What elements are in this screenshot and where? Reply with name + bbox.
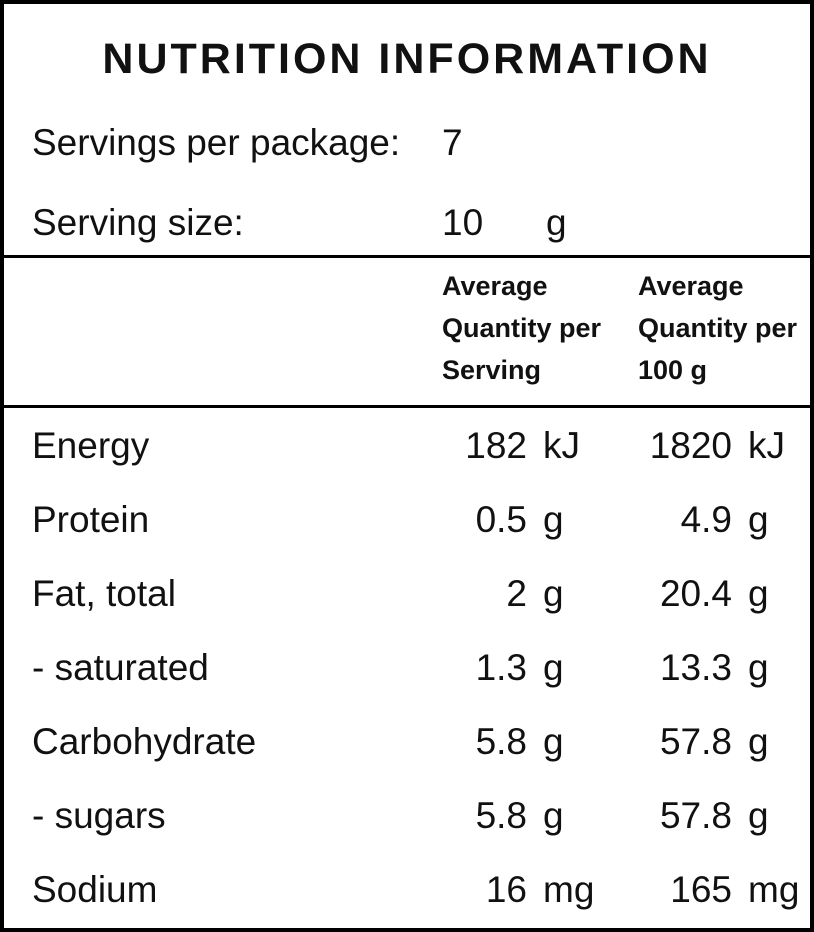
- nutrient-name: Fat, total: [32, 572, 176, 614]
- per-serving-value: 0.5: [475, 498, 527, 540]
- per-100g-value: 4.9: [680, 498, 732, 540]
- table-row-fat-total: Fat, total 2 g 20.4 g: [4, 556, 810, 630]
- per-serving-unit: g: [543, 572, 564, 614]
- per-100g-value: 57.8: [659, 794, 732, 836]
- per-100g-header-line3: 100 g: [638, 355, 708, 385]
- per-serving-unit: g: [543, 498, 564, 540]
- per-serving-header-line3: Serving: [442, 355, 542, 385]
- table-row-sugars: - sugars 5.8 g 57.8 g: [4, 778, 810, 852]
- per-serving-value: 2: [506, 572, 527, 614]
- divider-header: [4, 405, 810, 408]
- per-serving-value: 16: [485, 868, 527, 910]
- per-100g-value: 13.3: [659, 646, 732, 688]
- per-serving-value: 182: [465, 424, 527, 466]
- per-100g-unit: g: [748, 498, 769, 540]
- per-100g-value: 165: [670, 868, 732, 910]
- per-serving-unit: mg: [543, 868, 595, 910]
- per-serving-unit: kJ: [543, 424, 580, 466]
- column-header-spacer: [32, 265, 442, 391]
- per-100g-unit: g: [748, 646, 769, 688]
- nutrient-name: - sugars: [32, 794, 166, 836]
- table-row-saturated-fat: - saturated 1.3 g 13.3 g: [4, 630, 810, 704]
- per-serving-unit: g: [543, 720, 564, 762]
- per-serving-unit: g: [543, 794, 564, 836]
- column-header-per-serving: Average Quantity per Serving: [442, 265, 638, 391]
- per-100g-value: 20.4: [659, 572, 732, 614]
- divider-top: [4, 255, 810, 258]
- nutrient-name: Energy: [32, 424, 150, 466]
- per-100g-header-line2: Quantity per: [638, 313, 798, 343]
- per-100g-unit: g: [748, 720, 769, 762]
- per-serving-header-line2: Quantity per: [442, 313, 602, 343]
- table-row-carbohydrate: Carbohydrate 5.8 g 57.8 g: [4, 704, 810, 778]
- column-header-row: Average Quantity per Serving Average Qua…: [4, 265, 810, 391]
- servings-per-package-label: Servings per package:: [32, 122, 401, 163]
- nutrient-table: Energy 182 kJ 1820 kJ Protein 0.5 g 4.9 …: [4, 408, 810, 926]
- serving-size-row: Serving size: 10 g: [4, 204, 810, 241]
- servings-per-package-row: Servings per package: 7: [4, 124, 810, 161]
- per-100g-unit: kJ: [748, 424, 785, 466]
- table-row-sodium: Sodium 16 mg 165 mg: [4, 852, 810, 926]
- per-100g-header-line1: Average: [638, 271, 744, 301]
- panel-title: NUTRITION INFORMATION: [102, 35, 712, 83]
- serving-size-unit: g: [546, 202, 567, 243]
- per-100g-unit: g: [748, 572, 769, 614]
- per-100g-value: 57.8: [659, 720, 732, 762]
- servings-per-package-value: 7: [442, 122, 463, 163]
- per-serving-value: 1.3: [475, 646, 527, 688]
- per-serving-value: 5.8: [475, 720, 527, 762]
- per-100g-value: 1820: [649, 424, 732, 466]
- per-100g-unit: g: [748, 794, 769, 836]
- per-100g-unit: mg: [748, 868, 800, 910]
- nutrient-name: - saturated: [32, 646, 209, 688]
- table-row-energy: Energy 182 kJ 1820 kJ: [4, 408, 810, 482]
- nutrient-name: Sodium: [32, 868, 158, 910]
- serving-size-value: 10: [442, 202, 484, 243]
- column-header-per-100g: Average Quantity per 100 g: [638, 265, 806, 391]
- per-serving-header-line1: Average: [442, 271, 548, 301]
- nutrient-name: Protein: [32, 498, 150, 540]
- serving-size-label: Serving size:: [32, 202, 244, 243]
- per-serving-value: 5.8: [475, 794, 527, 836]
- nutrient-name: Carbohydrate: [32, 720, 257, 762]
- per-serving-unit: g: [543, 646, 564, 688]
- table-row-protein: Protein 0.5 g 4.9 g: [4, 482, 810, 556]
